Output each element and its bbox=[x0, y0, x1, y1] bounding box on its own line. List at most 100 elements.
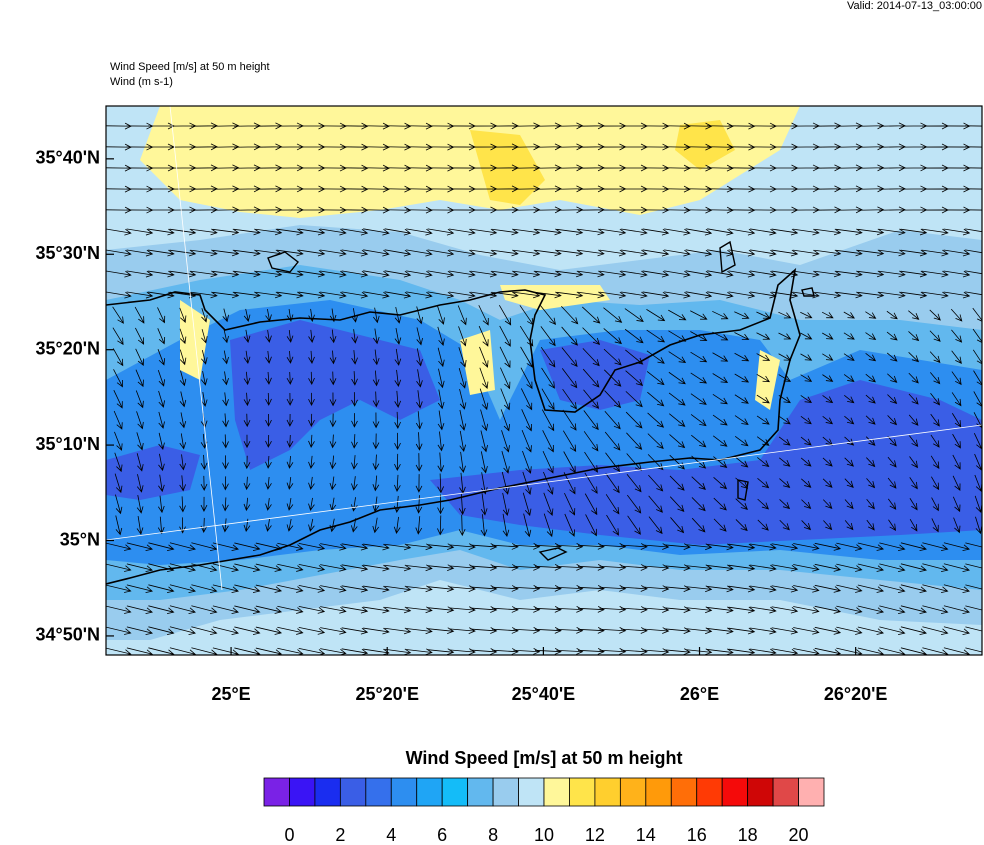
wind-arrow bbox=[543, 492, 554, 517]
wind-arrow bbox=[201, 329, 208, 344]
colorbar-box bbox=[543, 777, 570, 807]
wind-arrow bbox=[277, 563, 304, 572]
wind-arrow bbox=[887, 435, 897, 447]
wind-arrow bbox=[562, 430, 577, 453]
wind-arrow bbox=[158, 390, 165, 408]
wind-arrow bbox=[286, 413, 294, 427]
wind-arrow bbox=[577, 585, 605, 592]
wind-arrow bbox=[351, 329, 358, 344]
wind-arrow bbox=[191, 291, 218, 299]
wind-arrow bbox=[341, 564, 369, 572]
wind-arrow bbox=[857, 249, 885, 257]
wind-arrow bbox=[406, 228, 433, 236]
wind-arrow bbox=[605, 452, 621, 472]
wind-arrow bbox=[865, 332, 877, 340]
wind-arrow bbox=[922, 605, 949, 615]
wind-arrow bbox=[179, 433, 187, 450]
wind-arrow bbox=[543, 513, 554, 538]
wind-arrow bbox=[909, 518, 918, 532]
wind-arrow bbox=[513, 143, 541, 151]
wind-arrow bbox=[865, 436, 876, 446]
wind-arrow bbox=[126, 584, 153, 593]
wind-arrow bbox=[372, 433, 380, 450]
wind-arrow bbox=[234, 291, 261, 299]
wind-arrow bbox=[534, 606, 562, 613]
wind-arrow bbox=[712, 310, 729, 320]
wind-arrow bbox=[501, 450, 510, 474]
wind-arrow bbox=[243, 350, 251, 365]
field-yellow bbox=[140, 106, 800, 218]
wind-arrow bbox=[603, 369, 622, 387]
colorbar-label: 16 bbox=[687, 825, 707, 845]
colorbar-label: 8 bbox=[488, 825, 498, 845]
wind-arrow bbox=[886, 310, 898, 320]
wind-arrow bbox=[158, 411, 165, 429]
wind-arrow bbox=[126, 563, 153, 572]
wind-arrow bbox=[690, 414, 707, 427]
wind-arrow bbox=[513, 164, 541, 172]
wind-arrow bbox=[922, 647, 949, 655]
wind-arrow bbox=[255, 626, 283, 635]
wind-arrow bbox=[351, 455, 358, 470]
wind-arrow bbox=[843, 353, 855, 361]
wind-arrow bbox=[929, 330, 941, 342]
wind-arrow bbox=[200, 370, 208, 386]
colorbar-box bbox=[263, 777, 290, 807]
wind-arrow bbox=[351, 434, 358, 449]
wind-arrow bbox=[126, 542, 153, 551]
wind-arrow bbox=[556, 585, 584, 592]
wind-arrow bbox=[844, 520, 854, 531]
wind-arrow bbox=[843, 374, 855, 383]
wind-arrow bbox=[627, 515, 641, 535]
wind-arrow bbox=[879, 270, 906, 278]
wind-arrow bbox=[427, 228, 455, 236]
wind-arrow bbox=[212, 206, 240, 214]
wind-arrow bbox=[965, 542, 982, 548]
wind-arrow bbox=[793, 543, 820, 551]
wind-arrow bbox=[646, 350, 665, 364]
wind-arrow bbox=[480, 409, 489, 432]
wind-arrow bbox=[201, 350, 208, 365]
wind-arrow bbox=[298, 606, 326, 614]
wind-arrow bbox=[685, 564, 713, 572]
wind-arrow bbox=[626, 494, 642, 514]
wind-arrow bbox=[690, 393, 707, 405]
colorbar-label: 6 bbox=[437, 825, 447, 845]
wind-arrow bbox=[670, 517, 685, 534]
coastline bbox=[106, 267, 801, 585]
wind-arrow bbox=[965, 563, 982, 569]
wind-arrow bbox=[642, 270, 670, 278]
wind-arrow bbox=[255, 563, 283, 572]
wind-arrow bbox=[222, 476, 229, 491]
wind-arrow bbox=[341, 249, 369, 257]
vector-title: Wind (m s-1) bbox=[110, 76, 173, 88]
wind-arrow bbox=[664, 249, 691, 257]
wind-arrow bbox=[909, 435, 919, 448]
wind-arrow bbox=[243, 434, 251, 449]
wind-arrow bbox=[329, 434, 337, 449]
wind-arrow bbox=[115, 515, 123, 536]
wind-arrow bbox=[470, 228, 498, 236]
wind-arrow bbox=[909, 477, 918, 490]
wind-arrow bbox=[865, 311, 877, 319]
wind-arrow bbox=[953, 517, 961, 534]
wind-arrow bbox=[520, 367, 533, 390]
wind-arrow bbox=[478, 325, 489, 347]
wind-arrow bbox=[624, 308, 644, 322]
wind-arrow bbox=[621, 291, 648, 299]
wind-arrow bbox=[212, 291, 240, 299]
wind-arrow bbox=[298, 543, 326, 551]
wind-arrow bbox=[114, 431, 123, 451]
wind-arrow bbox=[234, 542, 261, 551]
wind-arrow bbox=[642, 228, 670, 236]
wind-arrow bbox=[814, 626, 842, 635]
wind-arrow bbox=[520, 388, 533, 411]
wind-arrow bbox=[626, 432, 643, 450]
wind-arrow bbox=[972, 349, 982, 365]
wind-arrow bbox=[114, 473, 123, 494]
wind-arrow bbox=[384, 291, 412, 299]
wind-arrow bbox=[286, 434, 294, 448]
wind-arrow bbox=[664, 228, 691, 236]
wind-arrow bbox=[406, 270, 433, 278]
colorbar-box bbox=[798, 777, 825, 807]
